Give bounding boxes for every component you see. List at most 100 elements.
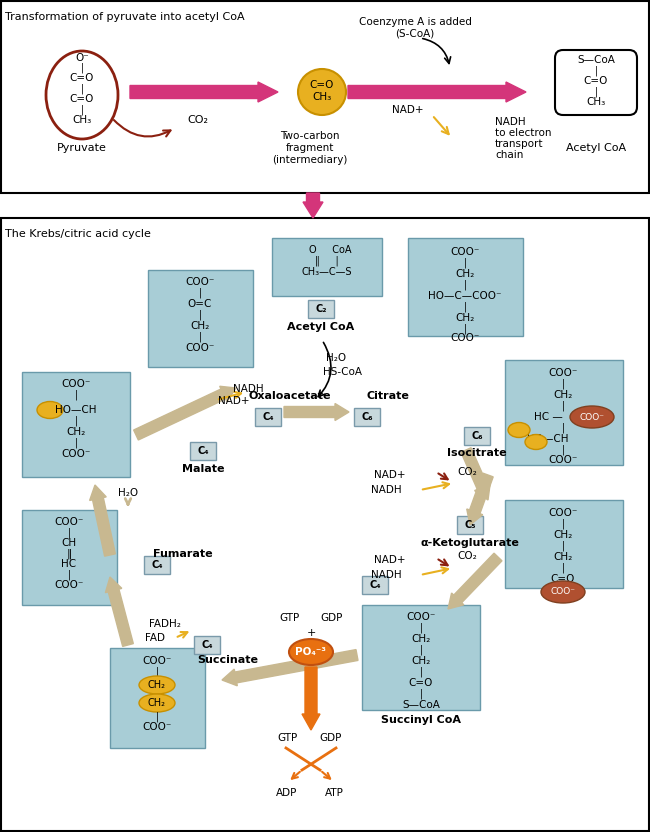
FancyArrow shape: [348, 82, 526, 102]
Text: C=O: C=O: [70, 94, 94, 104]
Bar: [308, 300, 334, 318]
Text: CO₂: CO₂: [187, 115, 209, 125]
Text: CH₂: CH₂: [456, 269, 474, 279]
Ellipse shape: [298, 69, 346, 115]
FancyArrow shape: [105, 577, 133, 646]
Text: COO⁻: COO⁻: [450, 333, 480, 343]
Text: S—CoA: S—CoA: [577, 55, 615, 65]
Text: |: |: [81, 84, 84, 94]
Text: COO⁻: COO⁻: [549, 368, 578, 378]
Text: Isocitrate: Isocitrate: [447, 448, 507, 458]
Text: |: |: [562, 562, 565, 573]
Ellipse shape: [37, 402, 63, 418]
Text: O=C: O=C: [188, 299, 212, 309]
Text: COO⁻: COO⁻: [142, 722, 172, 732]
Bar: [464, 427, 490, 445]
Text: |: |: [68, 570, 71, 580]
Text: CH₂: CH₂: [553, 530, 573, 540]
Text: Succinyl CoA: Succinyl CoA: [381, 715, 461, 725]
Bar: [354, 408, 380, 426]
Text: NADH: NADH: [233, 384, 263, 394]
Text: |: |: [74, 438, 77, 448]
Text: |: |: [419, 666, 422, 677]
Text: COO⁻: COO⁻: [142, 656, 172, 666]
Ellipse shape: [139, 694, 175, 712]
FancyArrow shape: [284, 404, 349, 420]
Bar: [505, 500, 623, 588]
Text: |: |: [198, 332, 202, 342]
Text: CO₂: CO₂: [457, 467, 477, 477]
Ellipse shape: [525, 434, 547, 449]
Text: +: +: [306, 628, 316, 638]
Text: CH₂: CH₂: [411, 634, 430, 644]
Text: Pyruvate: Pyruvate: [57, 143, 107, 153]
Text: |: |: [74, 416, 77, 426]
Text: α-Ketoglutarate: α-Ketoglutarate: [421, 538, 519, 548]
FancyBboxPatch shape: [555, 50, 637, 115]
Text: ADP: ADP: [276, 788, 298, 798]
Text: CH₃: CH₃: [72, 115, 92, 125]
Text: GTP: GTP: [278, 733, 298, 743]
Text: |: |: [155, 666, 159, 677]
Text: COO⁻: COO⁻: [580, 413, 604, 422]
Text: C₄: C₄: [151, 560, 162, 570]
Ellipse shape: [570, 406, 614, 428]
Text: |: |: [562, 423, 565, 433]
Text: C₄: C₄: [197, 446, 209, 456]
Text: ATP: ATP: [324, 788, 343, 798]
Text: |: |: [594, 87, 597, 97]
Bar: [362, 576, 388, 594]
Text: The Krebs/citric acid cycle: The Krebs/citric acid cycle: [5, 229, 151, 239]
Text: |: |: [81, 105, 84, 116]
Text: HC: HC: [62, 559, 77, 569]
Text: COO⁻: COO⁻: [55, 580, 84, 590]
Text: |: |: [419, 622, 422, 633]
Text: CH₂: CH₂: [553, 390, 573, 400]
Text: |: |: [74, 389, 77, 400]
Text: |: |: [562, 518, 565, 529]
FancyArrow shape: [130, 82, 278, 102]
Text: C₄: C₄: [202, 640, 213, 650]
Text: C=O: C=O: [584, 76, 608, 86]
Text: H₂O: H₂O: [326, 353, 346, 363]
Ellipse shape: [289, 639, 333, 665]
Text: chain: chain: [495, 150, 523, 160]
Ellipse shape: [508, 423, 530, 438]
Bar: [362, 605, 480, 710]
Ellipse shape: [139, 676, 175, 694]
Text: transport: transport: [495, 139, 543, 149]
Text: |: |: [562, 541, 565, 552]
Text: H₂O: H₂O: [118, 488, 138, 498]
Text: FAD: FAD: [145, 633, 165, 643]
Text: C₆: C₆: [361, 412, 372, 422]
Text: GTP: GTP: [280, 613, 300, 623]
Text: |: |: [463, 258, 467, 268]
Text: HO—CH: HO—CH: [55, 405, 97, 415]
Bar: [1, 1, 649, 193]
Ellipse shape: [541, 581, 585, 603]
Text: COO⁻: COO⁻: [185, 277, 214, 287]
Text: ‖: ‖: [66, 549, 72, 559]
Text: C=O: C=O: [551, 574, 575, 584]
Text: CH₂: CH₂: [66, 427, 86, 437]
Text: Oxaloacetate: Oxaloacetate: [249, 391, 332, 401]
Text: Acetyl CoA: Acetyl CoA: [287, 322, 355, 332]
Text: Transformation of pyruvate into acetyl CoA: Transformation of pyruvate into acetyl C…: [5, 12, 244, 22]
Bar: [457, 516, 483, 534]
Text: NADH: NADH: [370, 485, 401, 495]
Text: CH₂: CH₂: [148, 680, 166, 690]
Text: |: |: [594, 66, 597, 77]
Text: HO—CH: HO—CH: [527, 434, 569, 444]
FancyArrow shape: [448, 553, 502, 609]
Text: C₂: C₂: [315, 304, 327, 314]
Text: |: |: [198, 288, 202, 298]
Text: C=O: C=O: [310, 80, 334, 90]
Bar: [408, 238, 523, 336]
Text: C=O: C=O: [70, 73, 94, 83]
Text: Coenzyme A is added: Coenzyme A is added: [359, 17, 471, 27]
Text: COO⁻: COO⁻: [185, 343, 214, 353]
Text: CH₂: CH₂: [190, 321, 209, 331]
Text: COO⁻: COO⁻: [61, 379, 91, 389]
Bar: [148, 270, 253, 367]
Text: HC —: HC —: [534, 412, 562, 422]
